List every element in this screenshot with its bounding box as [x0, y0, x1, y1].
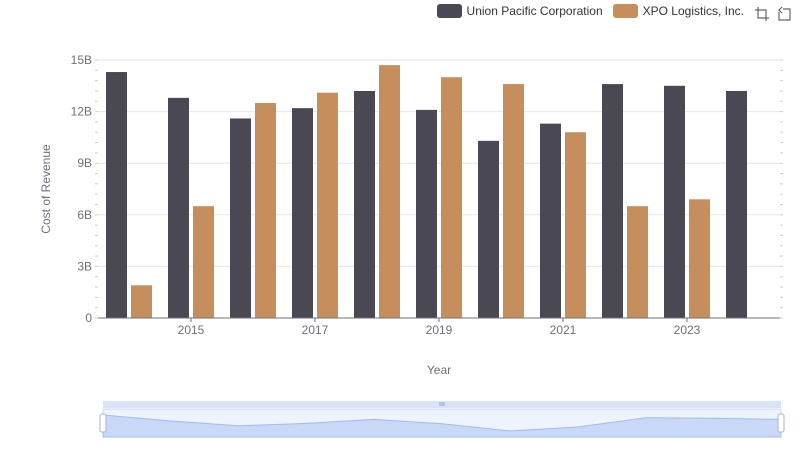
legend-swatch-union-pacific	[436, 4, 462, 18]
zoom-handle-left[interactable]	[99, 413, 107, 433]
toolbox	[754, 6, 792, 22]
bar-xpo-2021	[565, 132, 586, 318]
x-tick-label: 2023	[674, 323, 701, 337]
zoom-selected-range	[103, 409, 781, 437]
bar-xpo-2019	[441, 77, 462, 318]
bar-union-pacific-2024	[726, 90, 747, 319]
bar-xpo-2023	[689, 199, 710, 318]
bar-xpo-2017	[317, 92, 338, 319]
legend: Union Pacific Corporation XPO Logistics,…	[436, 4, 744, 18]
bar-xpo-2022	[627, 206, 648, 318]
legend-label-union-pacific: Union Pacific Corporation	[466, 4, 603, 18]
x-axis-title: Year	[427, 363, 451, 377]
bar-union-pacific-2023	[664, 85, 685, 318]
legend-item-xpo[interactable]: XPO Logistics, Inc.	[612, 4, 744, 18]
bar-union-pacific-2019	[416, 109, 437, 318]
restore-icon[interactable]	[776, 6, 792, 22]
bar-xpo-2016	[255, 103, 276, 318]
bar-union-pacific-2017	[292, 108, 313, 318]
x-tick-label: 2019	[426, 323, 453, 337]
y-tick-label: 12B	[71, 105, 92, 119]
bar-union-pacific-2018	[354, 90, 375, 319]
y-axis-labels: 0 3B 6B 9B 12B 15B	[71, 53, 93, 325]
y-tick-label: 0	[85, 311, 92, 325]
bar-xpo-2015	[193, 206, 214, 318]
y-tick-label: 6B	[77, 208, 92, 222]
x-axis-labels: 2015 2017 2019 2021 2023	[178, 318, 701, 337]
bar-union-pacific-2015	[168, 97, 189, 318]
bar-union-pacific-2020	[478, 140, 499, 318]
bar-xpo-2018	[379, 65, 400, 318]
y-tick-label: 15B	[71, 53, 92, 67]
y-tick-label: 3B	[77, 259, 92, 273]
bar-union-pacific-2016	[230, 118, 251, 318]
zoom-handle-right[interactable]	[777, 413, 785, 433]
y-tick-label: 9B	[77, 156, 92, 170]
zoom-icon[interactable]	[754, 6, 770, 22]
y-axis-title: Cost of Revenue	[39, 144, 53, 234]
legend-item-union-pacific[interactable]: Union Pacific Corporation	[436, 4, 603, 18]
bar-union-pacific-2022	[602, 84, 623, 318]
zoom-preview-area	[102, 414, 782, 438]
y-minor-ticks	[95, 59, 783, 319]
x-tick-label: 2021	[550, 323, 577, 337]
legend-label-xpo: XPO Logistics, Inc.	[642, 4, 744, 18]
data-zoom-slider[interactable]	[99, 401, 785, 438]
bar-union-pacific-2021	[540, 123, 561, 318]
bar-xpo-2014	[131, 285, 152, 318]
bars	[106, 65, 747, 319]
legend-swatch-xpo	[612, 4, 638, 18]
bar-union-pacific-2014	[106, 72, 127, 318]
x-tick-label: 2015	[178, 323, 205, 337]
x-tick-label: 2017	[302, 323, 329, 337]
bar-xpo-2020	[503, 84, 524, 318]
